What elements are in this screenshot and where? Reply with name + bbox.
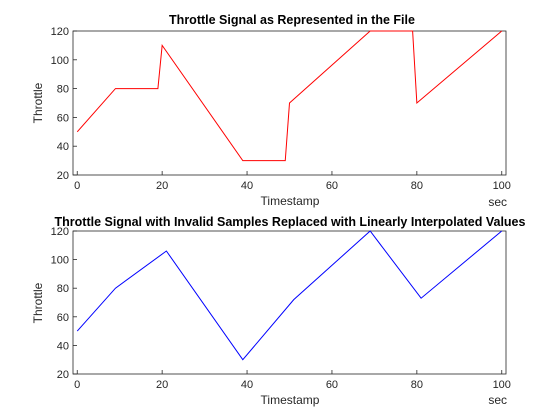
x-tick-label: 100 bbox=[493, 379, 511, 391]
x-tick-label: 60 bbox=[326, 379, 338, 391]
x-unit-label: sec bbox=[488, 195, 507, 209]
chart-top: Throttle Signal as Represented in the Fi… bbox=[31, 13, 511, 209]
series-group bbox=[76, 30, 503, 162]
y-tick-label: 100 bbox=[51, 255, 69, 267]
x-axis-label: Timestamp bbox=[261, 194, 320, 208]
y-axis-label: Throttle bbox=[31, 282, 45, 323]
plot-area bbox=[72, 230, 507, 375]
y-tick-label: 100 bbox=[51, 55, 69, 67]
y-tick-label: 20 bbox=[57, 170, 69, 182]
y-tick-label: 80 bbox=[57, 84, 69, 96]
y-tick-label: 60 bbox=[57, 112, 69, 124]
series-group bbox=[76, 230, 503, 361]
x-unit-label: sec bbox=[488, 393, 507, 407]
tick-group: 0 20 40 60 80 100 20 40 60 80 100 120 bbox=[51, 26, 511, 192]
x-tick-label: 20 bbox=[156, 379, 168, 391]
y-tick-label: 120 bbox=[51, 26, 69, 38]
y-tick-label: 40 bbox=[57, 340, 69, 352]
y-tick-label: 20 bbox=[57, 369, 69, 381]
x-axis-label: Timestamp bbox=[261, 393, 320, 407]
chart-title: Throttle Signal as Represented in the Fi… bbox=[169, 13, 415, 27]
x-tick-label: 100 bbox=[493, 180, 511, 192]
x-tick-label: 20 bbox=[156, 180, 168, 192]
x-tick-label: 40 bbox=[241, 180, 253, 192]
y-tick-label: 60 bbox=[57, 312, 69, 324]
tick-group: 0 20 40 60 80 100 20 40 60 80 100 120 bbox=[51, 226, 511, 391]
chart-bottom: Throttle Signal with Invalid Samples Rep… bbox=[31, 215, 526, 407]
y-tick-label: 80 bbox=[57, 283, 69, 295]
x-tick-label: 40 bbox=[241, 379, 253, 391]
x-tick-label: 0 bbox=[74, 180, 80, 192]
series-line bbox=[76, 30, 503, 162]
x-tick-label: 0 bbox=[74, 379, 80, 391]
y-tick-label: 40 bbox=[57, 141, 69, 153]
x-tick-label: 80 bbox=[411, 180, 423, 192]
y-tick-label: 120 bbox=[51, 226, 69, 238]
series-line bbox=[76, 230, 503, 361]
chart-title: Throttle Signal with Invalid Samples Rep… bbox=[55, 215, 526, 229]
y-axis-label: Throttle bbox=[31, 82, 45, 123]
x-tick-label: 60 bbox=[326, 180, 338, 192]
x-tick-label: 80 bbox=[411, 379, 423, 391]
